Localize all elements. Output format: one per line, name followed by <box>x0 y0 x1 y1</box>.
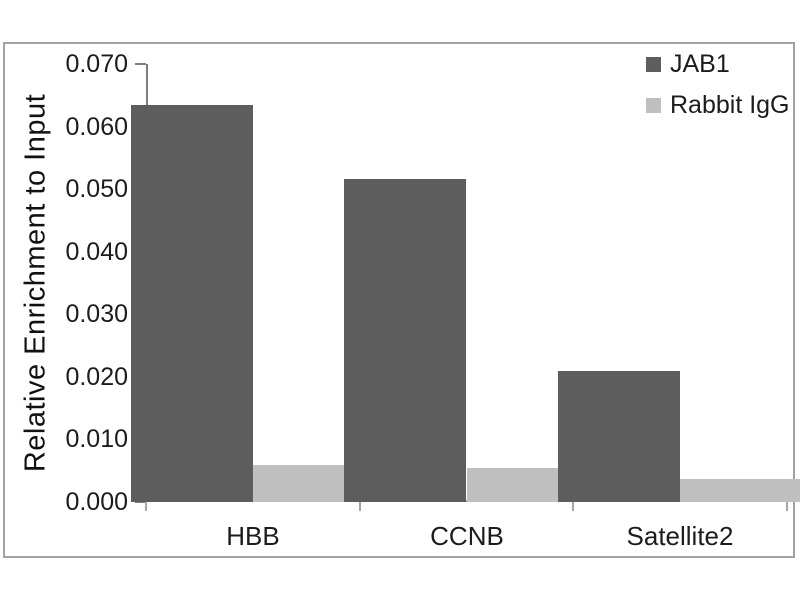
y-tick-label: 0.030 <box>65 300 128 328</box>
legend-label-jab1: JAB1 <box>670 50 730 78</box>
bar-jab1-hbb <box>131 105 253 502</box>
bar-rabbit-igg-satellite2 <box>680 479 800 502</box>
y-tick-label: 0.000 <box>65 488 128 516</box>
x-tick-mark <box>359 502 361 511</box>
bar-jab1-ccnb <box>344 179 466 502</box>
x-tick-mark <box>572 502 574 511</box>
x-tick-mark <box>145 502 147 511</box>
y-tick-label: 0.060 <box>65 113 128 141</box>
legend-swatch-jab1 <box>646 56 661 72</box>
x-category-label-ccnb: CCNB <box>430 521 504 551</box>
y-tick-label: 0.050 <box>65 175 128 203</box>
y-tick-mark <box>135 501 146 503</box>
x-tick-mark <box>786 502 788 511</box>
bar-jab1-satellite2 <box>558 371 680 502</box>
legend-item-rabbit-igg: Rabbit IgG <box>646 91 790 119</box>
x-category-label-satellite2: Satellite2 <box>626 521 734 551</box>
legend: JAB1 Rabbit IgG <box>646 50 790 132</box>
y-tick-label: 0.010 <box>65 425 128 453</box>
legend-swatch-rabbit-igg <box>646 97 661 113</box>
legend-item-jab1: JAB1 <box>646 50 790 78</box>
y-tick-label: 0.070 <box>65 50 128 78</box>
legend-label-rabbit-igg: Rabbit IgG <box>670 91 790 119</box>
y-axis-title: Relative Enrichment to Input <box>19 93 52 473</box>
y-tick-label: 0.020 <box>65 363 128 391</box>
x-category-label-hbb: HBB <box>226 521 280 551</box>
y-tick-label: 0.040 <box>65 238 128 266</box>
y-tick-mark <box>135 63 146 65</box>
